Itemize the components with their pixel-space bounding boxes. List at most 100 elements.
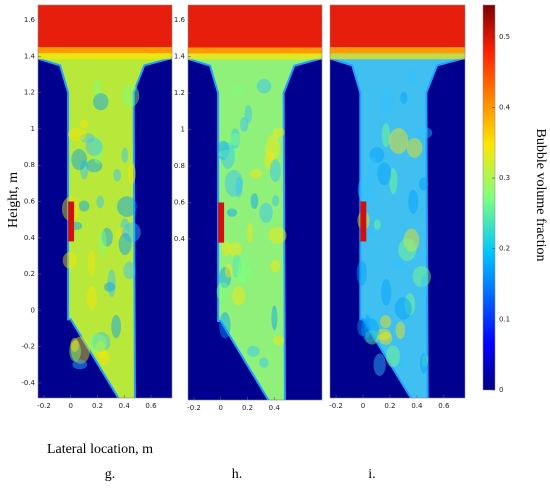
texture-blob	[250, 193, 259, 210]
x-tick-label: -0.2	[37, 402, 51, 410]
y-tick-label: 1.6	[174, 16, 186, 24]
y-tick-label: 0.8	[174, 162, 185, 170]
texture-blob	[217, 140, 230, 160]
x-tick-label: 0.6	[145, 402, 157, 410]
texture-blob	[104, 282, 116, 292]
texture-blob	[95, 340, 106, 359]
texture-blob	[375, 328, 391, 341]
y-tick-label: 0.2	[24, 270, 35, 278]
texture-blob	[364, 330, 380, 345]
freeboard-edge	[38, 47, 172, 54]
texture-blob	[219, 312, 231, 339]
texture-blob	[216, 282, 230, 302]
texture-blob	[99, 350, 110, 366]
y-tick-label: -0.4	[21, 379, 35, 387]
texture-blob	[357, 318, 368, 337]
texture-blob	[224, 263, 233, 278]
texture-blob	[406, 137, 423, 158]
texture-blob	[79, 119, 89, 129]
texture-blob	[386, 345, 400, 368]
inlet	[360, 201, 367, 242]
texture-blob	[101, 227, 113, 247]
texture-blob	[236, 266, 255, 285]
texture-blob	[259, 357, 269, 368]
colorbar	[482, 4, 496, 391]
texture-blob	[228, 242, 242, 257]
plot-area	[38, 5, 172, 398]
texture-blob	[225, 133, 242, 146]
texture-blob	[264, 150, 275, 170]
texture-blob	[221, 240, 231, 257]
y-tick-label: 1	[31, 125, 35, 133]
x-tick-label: -0.2	[329, 402, 343, 410]
texture-blob	[356, 260, 367, 286]
inlet	[218, 202, 225, 243]
texture-blob	[93, 79, 102, 96]
texture-blob	[377, 162, 392, 186]
texture-blob	[232, 286, 246, 306]
texture-blob	[70, 337, 79, 352]
texture-blob	[373, 353, 386, 377]
texture-blob	[78, 200, 90, 212]
texture-blob	[237, 259, 246, 287]
texture-blob	[373, 219, 381, 230]
texture-blob	[273, 335, 285, 346]
texture-blob	[71, 148, 88, 171]
texture-blob	[357, 176, 376, 204]
texture-blob	[391, 259, 407, 270]
texture-blob	[256, 78, 272, 94]
frame	[329, 4, 466, 399]
y-tick-label: 0.6	[174, 199, 186, 207]
texture-blob	[395, 321, 406, 339]
texture-blob	[268, 226, 287, 244]
panel: -0.2 0 0.2 0.4 0.6 -0.4 -0.2 0 0.2 0.4 0.6 0.8 1 1.2 1…	[21, 4, 173, 482]
texture-blob	[107, 269, 116, 298]
x-tick-label: 0.4	[119, 402, 131, 410]
y-tick-label: 1.4	[174, 53, 186, 61]
texture-blob	[270, 259, 280, 273]
panel: -0.2 0 0.2 0.4 0.4 0.6 0.8 1 1.2 1.4 1.6 h.	[174, 4, 323, 482]
x-tick-label: 0.2	[242, 404, 253, 412]
texture-blob	[122, 222, 141, 243]
texture-blob	[247, 345, 260, 357]
texture-blob	[96, 195, 105, 209]
texture-blob	[85, 137, 103, 156]
texture-blob	[421, 354, 429, 367]
texture-blob	[394, 297, 412, 320]
texture-blob	[231, 84, 246, 96]
freeboard-edge	[330, 47, 465, 54]
texture-blob	[408, 189, 419, 214]
texture-blob	[92, 332, 111, 352]
texture-blob	[398, 238, 417, 261]
texture-blob	[381, 279, 392, 306]
texture-blob	[79, 133, 95, 143]
texture-blob	[400, 91, 408, 105]
texture-blob	[68, 127, 87, 142]
freeboard-edge	[188, 47, 322, 54]
texture-blob	[361, 318, 380, 343]
texture-blob	[364, 314, 371, 338]
fluid-region	[330, 5, 465, 398]
texture-blob	[72, 359, 88, 370]
texture-blob	[120, 218, 130, 239]
y-tick-label: 0	[31, 306, 35, 314]
panel: -0.2 0 0.2 0.4 0.6 i.	[329, 4, 466, 482]
inlet	[68, 201, 75, 242]
texture-blob	[240, 116, 249, 132]
texture-blob	[230, 128, 241, 149]
y-axis-label: Height, m	[6, 172, 21, 228]
texture-blob	[259, 202, 273, 223]
texture-blob	[123, 261, 136, 280]
texture-blob	[418, 177, 429, 191]
texture-blob	[380, 315, 392, 329]
texture-blob	[407, 68, 416, 86]
texture-blob	[273, 127, 285, 138]
texture-blob	[98, 229, 107, 256]
y-tick-label: 1.2	[174, 89, 185, 97]
x-tick-label: 0.2	[384, 402, 395, 410]
texture-blob	[247, 222, 254, 244]
texture-blob	[403, 228, 420, 252]
fluid-region	[188, 5, 322, 400]
texture-blob	[92, 136, 104, 164]
